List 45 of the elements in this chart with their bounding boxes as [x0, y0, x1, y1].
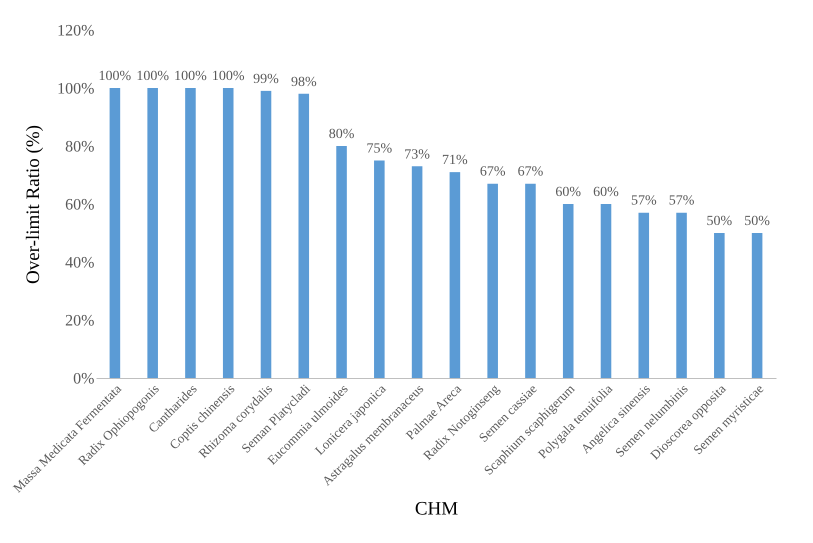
data-label: 60% — [593, 185, 620, 200]
data-label: 100% — [174, 69, 208, 84]
x-axis-title: CHM — [414, 498, 458, 520]
data-label: 50% — [706, 214, 732, 229]
y-tick-label: 0% — [73, 370, 94, 388]
data-label: 99% — [253, 72, 280, 87]
data-label: 75% — [366, 142, 392, 156]
data-label: 57% — [630, 194, 657, 209]
bar — [752, 233, 762, 378]
data-label: 100% — [136, 69, 170, 84]
data-label: 80% — [328, 127, 355, 142]
data-label: 67% — [518, 164, 544, 180]
data-label: 60% — [555, 185, 582, 200]
bar — [412, 166, 422, 378]
bar — [525, 184, 536, 378]
y-tick-label: 100% — [57, 80, 94, 98]
bar — [110, 88, 120, 378]
bar — [638, 212, 650, 378]
bar — [336, 146, 347, 378]
data-label: 100% — [98, 69, 132, 84]
y-axis-title: Over-limit Ratio (%) — [23, 125, 44, 284]
bar — [298, 94, 310, 378]
y-tick-label: 20% — [65, 312, 94, 330]
y-tick-label: 60% — [65, 196, 94, 214]
bar — [714, 233, 725, 378]
data-label: 57% — [668, 194, 695, 209]
bar — [450, 172, 460, 378]
bar — [222, 88, 234, 378]
data-label: 100% — [212, 69, 245, 84]
data-label: 67% — [480, 164, 506, 180]
bar — [487, 184, 498, 378]
bar — [562, 204, 574, 378]
y-tick-label: 80% — [65, 138, 94, 156]
bar — [147, 88, 158, 378]
bar — [260, 90, 272, 378]
bar — [600, 204, 612, 378]
data-label: 73% — [404, 147, 430, 162]
bar — [374, 160, 385, 378]
y-tick-label: 40% — [65, 254, 94, 272]
data-label: 98% — [290, 74, 317, 90]
bar — [676, 212, 687, 378]
data-label: 71% — [442, 153, 468, 168]
y-tick-label: 120% — [57, 22, 94, 40]
data-label: 50% — [744, 214, 770, 229]
bar — [185, 88, 196, 378]
